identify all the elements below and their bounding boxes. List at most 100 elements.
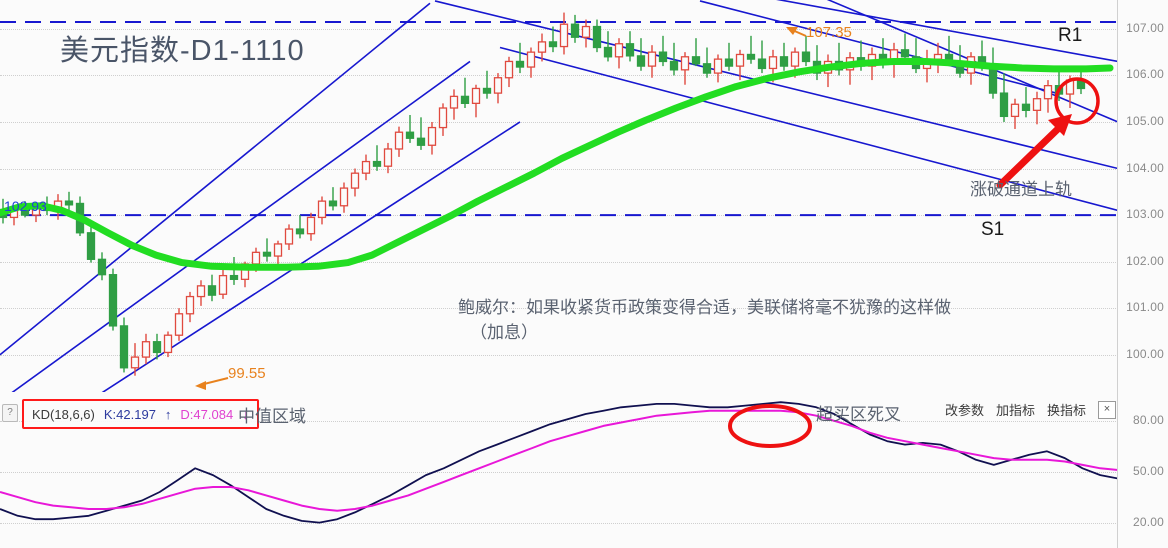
swing-low-arrow-icon	[195, 377, 229, 390]
candlestick	[801, 35, 811, 67]
price-axis-label: 103.00	[1126, 207, 1164, 222]
kd-k-arrow-icon: ↑	[164, 406, 172, 422]
candlestick	[493, 73, 503, 104]
page-title: 美元指数-D1-1110	[60, 35, 305, 67]
change-params-button[interactable]: 改参数	[944, 403, 984, 418]
candlestick	[966, 52, 976, 85]
breakout-callout: 涨破通道上轨	[970, 180, 1072, 199]
candlestick	[779, 42, 789, 71]
add-indicator-button[interactable]: 加指标	[995, 403, 1035, 418]
candlestick	[119, 317, 129, 373]
candlestick	[1043, 80, 1053, 113]
candlestick	[735, 49, 745, 81]
candlestick	[361, 154, 371, 181]
breakout-circle-marker	[1054, 77, 1100, 125]
price-gridline	[0, 121, 1118, 123]
candlestick	[691, 38, 701, 67]
low-price-tag: 102.93	[4, 198, 47, 215]
price-gridline	[0, 308, 1118, 310]
candlestick	[196, 280, 206, 306]
price-axis-label: 105.00	[1126, 113, 1164, 128]
candlestick	[328, 187, 338, 211]
price-axis-label: 100.00	[1126, 346, 1164, 361]
kd-line-layer	[0, 401, 1118, 524]
candlestick	[394, 126, 404, 157]
price-axis-label: 102.00	[1126, 253, 1164, 268]
ma-line	[0, 57, 1114, 271]
candlestick	[669, 42, 679, 76]
price-candlestick-layer	[0, 0, 1118, 392]
candlestick	[900, 33, 910, 62]
candlestick	[306, 212, 316, 241]
kd-legend-box: KD(18,6,6) K:42.197 ↑ D:47.084 ↓	[22, 399, 259, 429]
candlestick	[108, 268, 118, 331]
trendline-6	[775, 0, 1118, 63]
help-icon[interactable]: ?	[2, 404, 18, 422]
close-icon[interactable]: ×	[1098, 400, 1116, 419]
resistance-level-label: R1	[1058, 25, 1083, 46]
powell-quote-line-2: （加息）	[470, 323, 538, 342]
candlestick	[702, 47, 712, 78]
candlestick	[438, 103, 448, 136]
trendline-4	[499, 46, 1118, 212]
candlestick	[757, 40, 767, 74]
candlestick	[680, 52, 690, 85]
price-panel: 107.00 106.00 105.00 104.00 103.00 102.00 101.…	[0, 0, 1168, 393]
kd-gridline	[0, 471, 1118, 473]
candlestick	[581, 19, 591, 48]
candlestick	[207, 274, 217, 302]
kd-gridline	[0, 522, 1118, 524]
price-gridline	[0, 75, 1118, 77]
candlestick	[570, 14, 580, 43]
candlestick	[86, 226, 96, 263]
candlestick	[471, 84, 481, 118]
swing-low-tag: 99.55	[228, 365, 266, 382]
price-gridline	[0, 168, 1118, 170]
overbought-cross-label: 超买区死叉	[816, 405, 901, 424]
candlestick	[284, 224, 294, 251]
candlestick	[482, 70, 492, 99]
price-axis-label: 104.00	[1126, 160, 1164, 175]
swing-high-arrow-icon	[786, 27, 807, 37]
kd-plot-area[interactable]	[0, 392, 1118, 548]
candlestick	[339, 182, 349, 213]
candlestick	[405, 114, 415, 143]
kd-axis-label: 20.00	[1132, 514, 1164, 529]
price-axis-label: 106.00	[1126, 67, 1164, 82]
candlestick	[460, 77, 470, 109]
candlestick	[504, 56, 514, 88]
kd-axis-label: 50.00	[1132, 463, 1164, 478]
candlestick	[273, 240, 283, 264]
candlestick	[141, 333, 151, 365]
indicator-toolbar: 改参数 加指标 换指标 ×	[945, 400, 1116, 419]
price-plot-area[interactable]	[0, 0, 1118, 392]
candlestick	[1010, 98, 1020, 129]
candlestick	[416, 117, 426, 150]
kd-d-value: D:47.084	[180, 406, 234, 422]
kd-indicator-name: KD(18,6,6)	[32, 406, 95, 422]
candlestick	[317, 196, 327, 225]
candlestick	[372, 145, 382, 171]
candlestick	[999, 73, 1009, 122]
trendline-3	[434, 0, 1118, 170]
trendline-5	[699, 0, 1061, 95]
candlestick	[97, 252, 107, 281]
kd-k-value: K:42.197	[103, 406, 156, 422]
candlestick	[526, 47, 536, 78]
candlestick	[746, 35, 756, 64]
trendline-1	[11, 60, 471, 392]
candlestick	[922, 49, 932, 83]
switch-indicator-button[interactable]: 换指标	[1046, 403, 1086, 418]
candlestick	[515, 42, 525, 74]
candlestick	[185, 291, 195, 323]
candlestick	[647, 45, 657, 78]
candlestick	[592, 19, 602, 53]
kd-d-arrow-icon: ↓	[242, 406, 249, 422]
candlestick	[427, 121, 437, 155]
candlestick	[614, 38, 624, 69]
kd-d-line	[0, 409, 1118, 512]
price-gridline	[0, 261, 1118, 263]
candlestick	[152, 333, 162, 360]
candlestick	[262, 238, 272, 262]
